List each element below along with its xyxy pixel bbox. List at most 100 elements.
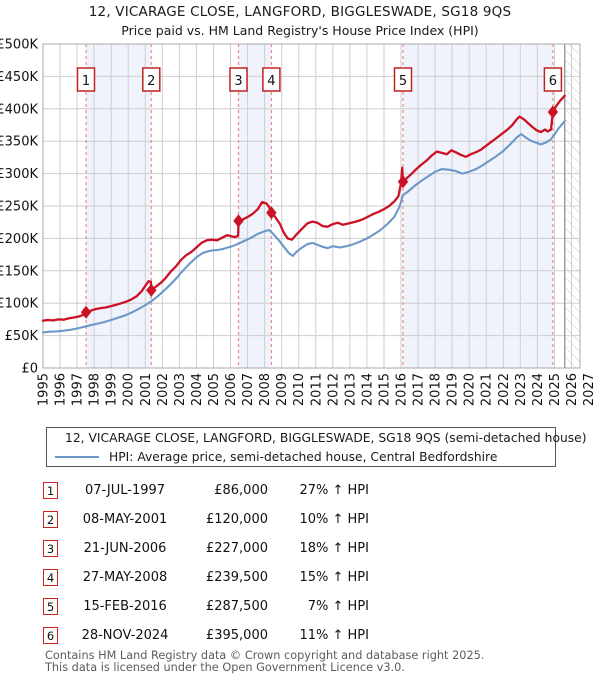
x-tick-label: 2012 <box>326 373 341 406</box>
sale-badge-number-6: 6 <box>549 74 557 89</box>
x-tick-label: 2027 <box>582 373 597 406</box>
x-tick-label: 2007 <box>241 373 256 406</box>
sale-marker-5 <box>397 175 409 189</box>
sale-date: 15-FEB-2016 <box>83 599 167 614</box>
sale-markers <box>80 105 559 319</box>
y-tick-label: £100K <box>0 297 38 312</box>
y-axis-labels: £0 £50K £100K £150K £200K £250K £300K £350K £400… <box>0 38 38 377</box>
page-title: 12, VICARAGE CLOSE, LANGFORD, BIGGLESWAD… <box>88 4 512 20</box>
sale-row: 2 08-MAY-2001 £120,000 10% ↑ HPI <box>43 505 383 534</box>
x-tick-label: 2015 <box>378 373 393 406</box>
sale-row: 1 07-JUL-1997 £86,000 27% ↑ HPI <box>43 476 383 505</box>
sale-number-badges: 1 2 3 4 5 6 <box>76 67 563 92</box>
sale-badge-box-6 <box>543 67 563 92</box>
x-tick-label: 2001 <box>139 373 154 406</box>
sale-number-badge: 4 <box>43 569 58 586</box>
sale-price: £86,000 <box>214 483 268 498</box>
x-tick-label: 2002 <box>156 373 171 406</box>
sale-badge-box-4 <box>262 67 281 92</box>
sale-date: 27-MAY-2008 <box>82 570 168 585</box>
sale-price: £239,500 <box>205 570 268 585</box>
sale-date: 08-MAY-2001 <box>82 512 168 527</box>
sale-price: £120,000 <box>205 512 268 527</box>
sale-marker-3 <box>233 214 244 228</box>
x-tick-label: 2009 <box>275 373 290 406</box>
x-tick-label: 2016 <box>395 373 410 406</box>
license-footer: Contains HM Land Registry data © Crown c… <box>45 650 484 673</box>
sale-number-badge: 5 <box>43 598 58 615</box>
x-tick-label: 2006 <box>224 373 239 406</box>
x-tick-label: 2004 <box>190 373 205 406</box>
legend-row-hpi: HPI: Average price, semi-detached house,… <box>47 449 555 465</box>
y-tick-label: £50K <box>5 329 39 344</box>
sale-badge-number-1: 1 <box>82 74 90 89</box>
sale-vs-hpi: 15% ↑ HPI <box>299 570 369 585</box>
hpi-line <box>41 120 566 334</box>
x-tick-label: 2008 <box>258 373 273 406</box>
x-tick-label: 2017 <box>412 373 427 406</box>
x-tick-label: 2014 <box>360 373 375 406</box>
page-subtitle: Price paid vs. HM Land Registry's House … <box>121 23 479 38</box>
sale-price: £395,000 <box>205 628 268 643</box>
legend-label-hpi: HPI: Average price, semi-detached house,… <box>109 449 498 464</box>
sale-number-badge: 2 <box>43 511 58 528</box>
sale-number-badge: 6 <box>43 627 58 644</box>
sale-marker-6 <box>547 105 559 119</box>
sale-marker-2 <box>146 283 157 297</box>
sale-price: £227,000 <box>205 541 268 556</box>
sale-badge-box-2 <box>142 67 161 92</box>
legend-row-property: 12, VICARAGE CLOSE, LANGFORD, BIGGLESWAD… <box>47 430 587 446</box>
plot-frame <box>42 43 581 369</box>
sale-badge-number-4: 4 <box>267 74 275 89</box>
y-tick-label: £150K <box>0 264 38 279</box>
x-tick-label: 2005 <box>207 373 222 406</box>
x-tick-label: 1998 <box>88 373 103 406</box>
y-tick-label: £500K <box>0 38 38 53</box>
footer-line-1: Contains HM Land Registry data © Crown c… <box>45 649 485 662</box>
x-tick-label: 1999 <box>105 373 120 406</box>
x-tick-label: 1995 <box>37 373 52 406</box>
x-tick-label: 2018 <box>429 373 444 406</box>
sale-badge-number-2: 2 <box>147 74 155 89</box>
sale-badge-box-1 <box>76 67 96 92</box>
y-tick-label: £200K <box>0 232 38 247</box>
x-tick-label: 2020 <box>463 373 478 406</box>
x-tick-label: 2023 <box>514 373 529 406</box>
sale-marker-1 <box>80 305 92 319</box>
x-tick-label: 2024 <box>531 373 546 406</box>
x-tick-label: 2021 <box>480 373 495 406</box>
property-price-line <box>41 94 566 322</box>
x-tick-label: 1996 <box>54 373 69 406</box>
y-tick-label: £400K <box>0 102 38 117</box>
y-tick-label: £450K <box>0 70 38 85</box>
sale-date: 21-JUN-2006 <box>83 541 167 556</box>
sale-row: 3 21-JUN-2006 £227,000 18% ↑ HPI <box>43 534 383 563</box>
footer-line-2: This data is licensed under the Open Gov… <box>45 660 405 674</box>
sale-vs-hpi: 18% ↑ HPI <box>299 541 369 556</box>
y-tick-label: £250K <box>0 200 38 215</box>
sale-badge-box-5 <box>393 67 413 92</box>
sale-number-badge: 1 <box>43 482 58 499</box>
x-axis-labels: 1995 1996 1997 1998 1999 2000 2001 2002 2003 2004… <box>37 373 598 406</box>
x-tick-label: 2026 <box>565 373 580 406</box>
sale-row: 5 15-FEB-2016 £287,500 7% ↑ HPI <box>43 592 383 621</box>
x-tick-label: 2010 <box>292 373 307 406</box>
sale-date: 07-JUL-1997 <box>84 483 166 498</box>
sales-table: 1 07-JUL-1997 £86,000 27% ↑ HPI 2 08-MAY-2001… <box>43 476 383 650</box>
sale-price: £287,500 <box>205 599 268 614</box>
x-tick-label: 2003 <box>173 373 188 406</box>
sale-badge-box-3 <box>229 67 248 92</box>
sale-vs-hpi: 27% ↑ HPI <box>299 483 369 498</box>
y-tick-label: £0 <box>21 362 38 377</box>
legend-label-property: 12, VICARAGE CLOSE, LANGFORD, BIGGLESWAD… <box>65 430 587 445</box>
hpi-line-swatch <box>55 455 99 458</box>
y-tick-label: £300K <box>0 167 38 182</box>
price-chart-svg: 1 2 3 4 5 6 £0 £50K £100K £150K £200K £250K £300K £35… <box>0 38 598 407</box>
sale-row: 4 27-MAY-2008 £239,500 15% ↑ HPI <box>43 563 383 592</box>
sale-badge-number-5: 5 <box>399 74 407 89</box>
legend-box: 12, VICARAGE CLOSE, LANGFORD, BIGGLESWAD… <box>46 427 587 467</box>
x-tick-label: 2022 <box>497 373 512 406</box>
sale-vs-hpi: 10% ↑ HPI <box>299 512 369 527</box>
x-tick-label: 2019 <box>446 373 461 406</box>
